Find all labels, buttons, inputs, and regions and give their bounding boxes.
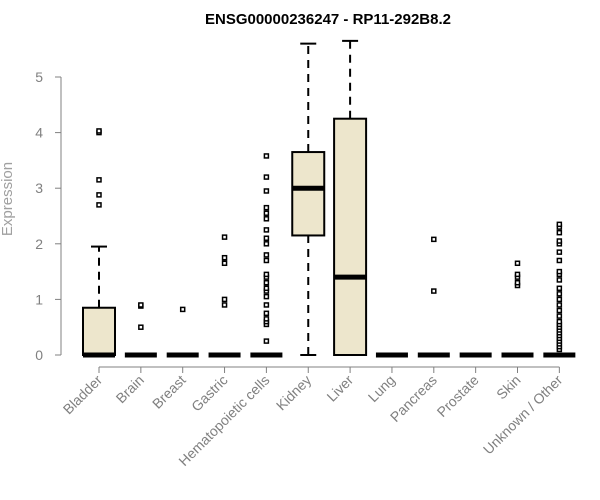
outlier-point <box>263 285 270 292</box>
outlier-point <box>556 257 563 264</box>
outlier-point <box>96 177 102 183</box>
box-8 <box>417 236 450 358</box>
outlier-point <box>263 153 270 159</box>
y-tick-label: 3 <box>35 180 43 196</box>
outlier-point <box>556 291 563 297</box>
x-tick-label: Pancreas <box>387 372 440 425</box>
outlier-point <box>556 285 563 292</box>
box-2 <box>166 306 199 358</box>
box-body <box>82 306 116 356</box>
outlier-point <box>431 236 437 243</box>
outlier-point <box>514 271 521 278</box>
box-3 <box>208 234 241 358</box>
outlier-point <box>263 271 270 278</box>
x-tick-label: Bladder <box>60 372 106 418</box>
outlier-point <box>556 302 563 308</box>
box-0 <box>82 128 116 358</box>
outlier-point <box>221 254 228 261</box>
x-tick-label: Liver <box>323 372 356 405</box>
x-tick-label: Lung <box>365 372 398 405</box>
outlier-point <box>263 293 270 300</box>
outlier-point <box>556 229 563 236</box>
outlier-point <box>263 227 270 233</box>
outlier-point <box>556 318 563 325</box>
box-1 <box>124 302 157 358</box>
box-series <box>82 39 576 358</box>
outlier-point <box>263 204 270 211</box>
outlier-point <box>556 221 563 228</box>
chart-title: ENSG00000236247 - RP11-292B8.2 <box>205 11 451 28</box>
outlier-point <box>556 307 563 314</box>
box-4 <box>250 153 283 358</box>
box-body <box>333 117 368 356</box>
outlier-point <box>263 241 270 247</box>
outlier-point <box>556 238 563 244</box>
y-tick-label: 2 <box>35 236 43 252</box>
outlier-point <box>179 306 186 313</box>
outlier-point <box>263 252 270 258</box>
outlier-point <box>431 288 437 294</box>
x-tick-label: Breast <box>149 372 189 412</box>
box-5 <box>291 42 326 356</box>
y-axis: 0 1 2 3 4 5 <box>35 69 62 363</box>
outlier-point <box>138 324 144 330</box>
x-tick-label: Prostate <box>434 372 482 420</box>
outlier-point <box>514 279 521 286</box>
outlier-point <box>96 128 102 134</box>
outlier-point <box>556 296 563 303</box>
outlier-point <box>263 216 270 222</box>
outlier-point <box>263 338 270 344</box>
box-11 <box>543 221 576 358</box>
outlier-point <box>556 268 563 275</box>
box-body <box>291 151 326 237</box>
x-tick-label: Skin <box>493 372 524 403</box>
outlier-point <box>514 260 521 267</box>
outlier-point <box>221 260 228 267</box>
outlier-point <box>221 302 228 308</box>
x-tick-label: Kidney <box>273 372 315 414</box>
y-axis-label: Expression <box>0 162 16 236</box>
outlier-point <box>263 188 270 194</box>
x-tick-label: Unknown / Other <box>480 372 566 458</box>
x-tick-label: Brain <box>113 372 147 406</box>
outlier-point <box>263 210 270 216</box>
outlier-point <box>263 316 270 322</box>
outlier-point <box>263 302 270 308</box>
outlier-point <box>138 302 144 308</box>
outlier-point <box>263 279 270 286</box>
y-tick-label: 1 <box>35 291 43 307</box>
outlier-point <box>221 296 228 303</box>
outlier-point <box>221 234 228 240</box>
outlier-point <box>96 202 102 208</box>
outlier-point <box>556 277 563 283</box>
box-10 <box>501 260 534 358</box>
outlier-point <box>263 235 270 241</box>
outlier-point <box>263 257 270 264</box>
outlier-point <box>556 249 563 255</box>
outlier-point <box>263 174 270 180</box>
box-6 <box>333 39 368 356</box>
y-tick-label: 4 <box>35 125 43 141</box>
outlier-point <box>96 192 102 198</box>
outlier-point <box>556 313 563 319</box>
y-tick-label: 0 <box>35 347 43 363</box>
outlier-point <box>263 310 270 317</box>
y-tick-label: 5 <box>35 69 43 85</box>
